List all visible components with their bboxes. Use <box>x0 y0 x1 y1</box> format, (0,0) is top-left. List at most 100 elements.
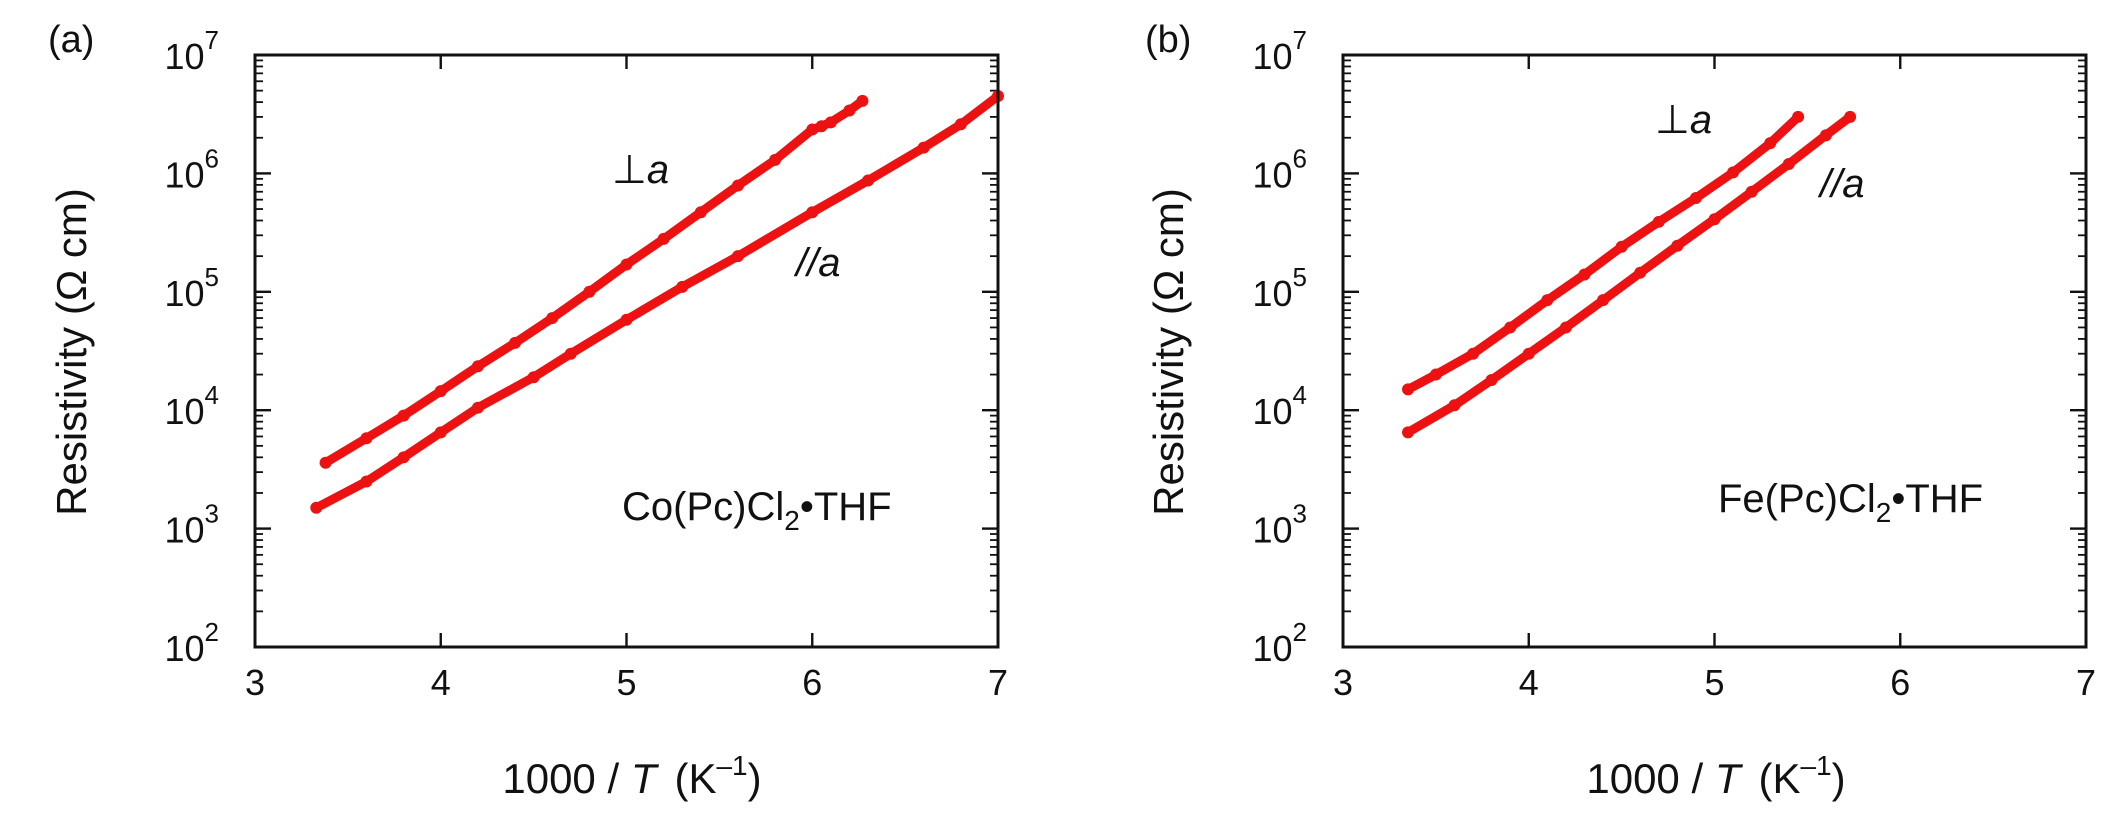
data-point <box>1597 294 1610 307</box>
data-point <box>319 456 332 469</box>
panel-b-compound-label: Fe(Pc)Cl2•THF <box>1718 477 1983 528</box>
x-tick-label: 4 <box>1519 662 1539 703</box>
panel-b-x-axis-label: 1000 / T (K–1) <box>1586 750 1845 802</box>
y-tick-label: 102 <box>1252 617 1307 669</box>
data-point <box>1634 266 1647 279</box>
data-point <box>1578 268 1591 281</box>
data-point <box>397 451 410 464</box>
y-tick-base: 10 <box>164 36 204 77</box>
panel-b-plot-frame <box>1341 53 2088 649</box>
data-point <box>1485 373 1498 386</box>
y-tick-exponent: 4 <box>205 380 219 410</box>
data-point <box>434 426 447 439</box>
data-point <box>1782 158 1795 171</box>
data-point <box>434 385 447 398</box>
data-point <box>509 336 522 349</box>
data-point <box>1689 191 1702 204</box>
data-point <box>620 258 633 271</box>
series-line-perp <box>1403 112 1803 394</box>
data-point <box>843 104 856 117</box>
panel-a-compound-label: Co(Pc)Cl2•THF <box>622 485 892 536</box>
y-tick-exponent: 6 <box>1293 143 1307 173</box>
data-point <box>1541 294 1554 307</box>
panel-b-series-perp-label: ⊥a <box>1655 98 1712 142</box>
y-tick-exponent: 5 <box>1293 262 1307 292</box>
data-point <box>1844 110 1857 123</box>
y-tick-base: 10 <box>1252 273 1292 314</box>
x-tick-label: 6 <box>802 662 822 703</box>
y-tick-label: 103 <box>164 499 219 551</box>
panel-b: (b) Resistivity (Ω cm) 1000 / T (K–1) 3 4 5… <box>1145 19 2096 802</box>
data-point <box>676 280 689 293</box>
y-tick-label: 107 <box>1252 25 1307 77</box>
y-tick-base: 10 <box>1252 510 1292 551</box>
y-tick-exponent: 2 <box>205 617 219 647</box>
data-point <box>1615 240 1628 253</box>
panel-b-label: (b) <box>1145 19 1191 61</box>
panel-a-x-ticks: 3 4 5 6 7 <box>245 55 1008 703</box>
panel-a-series <box>310 90 1004 514</box>
y-tick-base: 10 <box>164 510 204 551</box>
y-tick-label: 102 <box>164 617 219 669</box>
data-point <box>824 116 837 129</box>
data-point <box>731 250 744 263</box>
x-tick-label: 7 <box>2076 662 2096 703</box>
y-tick-exponent: 7 <box>1293 25 1307 55</box>
data-point <box>1467 347 1480 360</box>
y-tick-base: 10 <box>1252 628 1292 669</box>
panel-b-series-parallel-label: //a <box>1817 162 1864 206</box>
panel-a-series-perp-label: ⊥a <box>612 148 669 192</box>
panel-b-x-ticks: 3 4 5 6 7 <box>1333 55 2096 703</box>
panel-b-y-axis-title: Resistivity (Ω cm) <box>1145 188 1192 516</box>
data-point <box>360 475 373 488</box>
data-point <box>1448 399 1461 412</box>
data-point <box>1727 166 1740 179</box>
data-point <box>806 123 819 136</box>
y-tick-label: 107 <box>164 25 219 77</box>
panel-a-y-axis-label: Resistivity (Ω cm) <box>48 188 95 516</box>
data-point <box>1522 347 1535 360</box>
y-tick-exponent: 3 <box>1293 499 1307 529</box>
data-point <box>1708 213 1721 226</box>
panel-a-series-parallel-label: //a <box>793 241 840 285</box>
panel-a-label: (a) <box>48 19 94 61</box>
data-point <box>620 313 633 326</box>
y-tick-label: 105 <box>1252 262 1307 314</box>
data-point <box>861 174 874 187</box>
data-point <box>954 118 967 131</box>
x-tick-label: 6 <box>1890 662 1910 703</box>
data-point <box>1671 239 1684 252</box>
panel-a-y-axis-title: Resistivity (Ω cm) <box>48 188 95 516</box>
data-point <box>397 409 410 422</box>
data-point <box>657 232 670 245</box>
data-point <box>806 206 819 219</box>
x-tick-label: 5 <box>1704 662 1724 703</box>
data-point <box>769 153 782 166</box>
data-point <box>1652 215 1665 228</box>
y-tick-exponent: 4 <box>1293 380 1307 410</box>
x-tick-label: 5 <box>616 662 636 703</box>
y-tick-exponent: 3 <box>205 499 219 529</box>
data-point <box>1504 321 1517 334</box>
data-point <box>1792 110 1805 123</box>
y-tick-base: 10 <box>164 273 204 314</box>
x-tick-label: 3 <box>245 662 265 703</box>
y-tick-label: 104 <box>164 380 219 432</box>
data-point <box>815 120 828 133</box>
data-point <box>546 312 559 325</box>
data-point <box>564 347 577 360</box>
panel-b-series <box>1402 110 1857 439</box>
x-tick-label: 4 <box>431 662 451 703</box>
y-tick-exponent: 5 <box>205 262 219 292</box>
y-tick-label: 104 <box>1252 380 1307 432</box>
panel-a-x-axis-label: 1000 / T (K–1) <box>502 750 761 802</box>
data-point <box>1402 383 1415 396</box>
y-tick-exponent: 6 <box>205 143 219 173</box>
x-tick-label: 3 <box>1333 662 1353 703</box>
y-tick-exponent: 2 <box>1293 617 1307 647</box>
y-tick-base: 10 <box>164 628 204 669</box>
y-tick-label: 105 <box>164 262 219 314</box>
data-point <box>1559 321 1572 334</box>
